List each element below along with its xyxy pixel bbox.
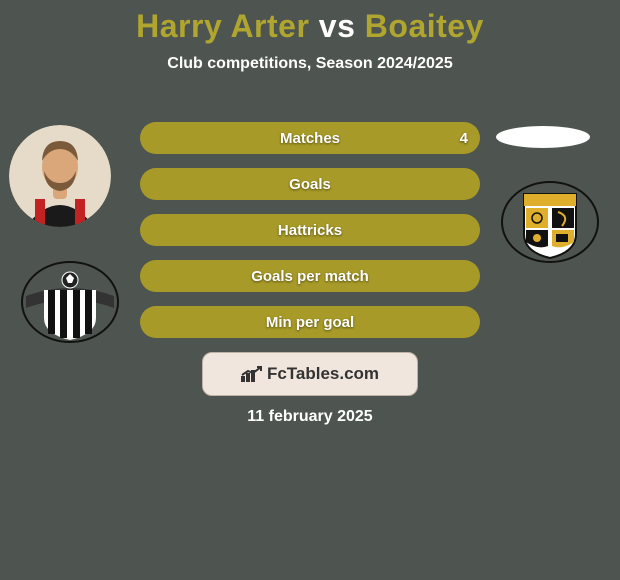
- club-left-icon: [20, 260, 120, 344]
- date-text: 11 february 2025: [0, 408, 620, 426]
- club-badge-right: [500, 180, 600, 264]
- fctables-logo-icon: [241, 366, 263, 382]
- player-photo-left: [9, 125, 111, 227]
- player-face-icon: [9, 125, 111, 227]
- stat-bar: Hattricks: [140, 214, 480, 246]
- stat-bar-value: 4: [460, 130, 468, 147]
- brand-box: FcTables.com: [202, 352, 418, 396]
- stat-bar: Goals: [140, 168, 480, 200]
- stat-bars: Matches 4 Goals Hattricks Goals per match Min…: [140, 122, 480, 352]
- title-left: Harry Arter: [136, 8, 309, 44]
- stat-bar: Goals per match: [140, 260, 480, 292]
- title-right: Boaitey: [365, 8, 484, 44]
- page-title: Harry Arter vs Boaitey: [0, 0, 620, 45]
- stat-bar-label: Matches: [280, 130, 340, 147]
- subtitle: Club competitions, Season 2024/2025: [0, 55, 620, 73]
- club-right-icon: [500, 180, 600, 264]
- club-badge-left: [20, 260, 120, 344]
- title-vs: vs: [309, 8, 364, 44]
- stat-bar: Matches 4: [140, 122, 480, 154]
- stat-bar-label: Hattricks: [278, 222, 342, 239]
- stat-bar-label: Goals per match: [251, 268, 369, 285]
- stat-bar-label: Min per goal: [266, 314, 354, 331]
- stat-bar: Min per goal: [140, 306, 480, 338]
- stat-bar-label: Goals: [289, 176, 331, 193]
- player-placeholder-right: [496, 126, 590, 148]
- brand-text: FcTables.com: [267, 364, 379, 384]
